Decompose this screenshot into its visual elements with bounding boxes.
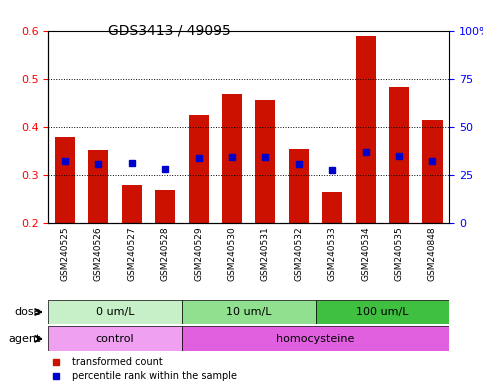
Bar xyxy=(122,185,142,223)
Text: dose: dose xyxy=(14,307,41,317)
Text: GSM240848: GSM240848 xyxy=(428,227,437,281)
Text: GSM240535: GSM240535 xyxy=(395,227,404,281)
Text: control: control xyxy=(96,334,134,344)
FancyBboxPatch shape xyxy=(48,326,182,351)
Text: GSM240525: GSM240525 xyxy=(60,227,70,281)
Text: transformed count: transformed count xyxy=(72,357,163,367)
Text: percentile rank within the sample: percentile rank within the sample xyxy=(72,371,237,381)
FancyBboxPatch shape xyxy=(48,300,182,324)
Text: GSM240534: GSM240534 xyxy=(361,227,370,281)
Bar xyxy=(222,94,242,223)
Text: GSM240530: GSM240530 xyxy=(227,227,237,281)
Text: 0 um/L: 0 um/L xyxy=(96,307,134,317)
Bar xyxy=(423,121,442,223)
Bar xyxy=(389,88,409,223)
Text: GSM240531: GSM240531 xyxy=(261,227,270,281)
Text: 100 um/L: 100 um/L xyxy=(356,307,409,317)
Bar xyxy=(189,115,209,223)
FancyBboxPatch shape xyxy=(182,326,449,351)
Bar xyxy=(322,192,342,223)
FancyBboxPatch shape xyxy=(315,300,449,324)
Bar xyxy=(88,150,109,223)
Text: agent: agent xyxy=(9,334,41,344)
FancyBboxPatch shape xyxy=(182,300,315,324)
Text: GSM240526: GSM240526 xyxy=(94,227,103,281)
Text: GSM240527: GSM240527 xyxy=(128,227,136,281)
Bar xyxy=(355,36,376,223)
Text: 10 um/L: 10 um/L xyxy=(226,307,271,317)
Text: GSM240532: GSM240532 xyxy=(294,227,303,281)
Bar xyxy=(256,100,275,223)
Text: GSM240528: GSM240528 xyxy=(161,227,170,281)
Text: GSM240529: GSM240529 xyxy=(194,227,203,281)
Bar xyxy=(155,190,175,223)
Bar xyxy=(55,137,75,223)
Text: GDS3413 / 49095: GDS3413 / 49095 xyxy=(108,23,230,37)
Text: GSM240533: GSM240533 xyxy=(328,227,337,281)
Bar xyxy=(289,149,309,223)
Text: homocysteine: homocysteine xyxy=(276,334,355,344)
